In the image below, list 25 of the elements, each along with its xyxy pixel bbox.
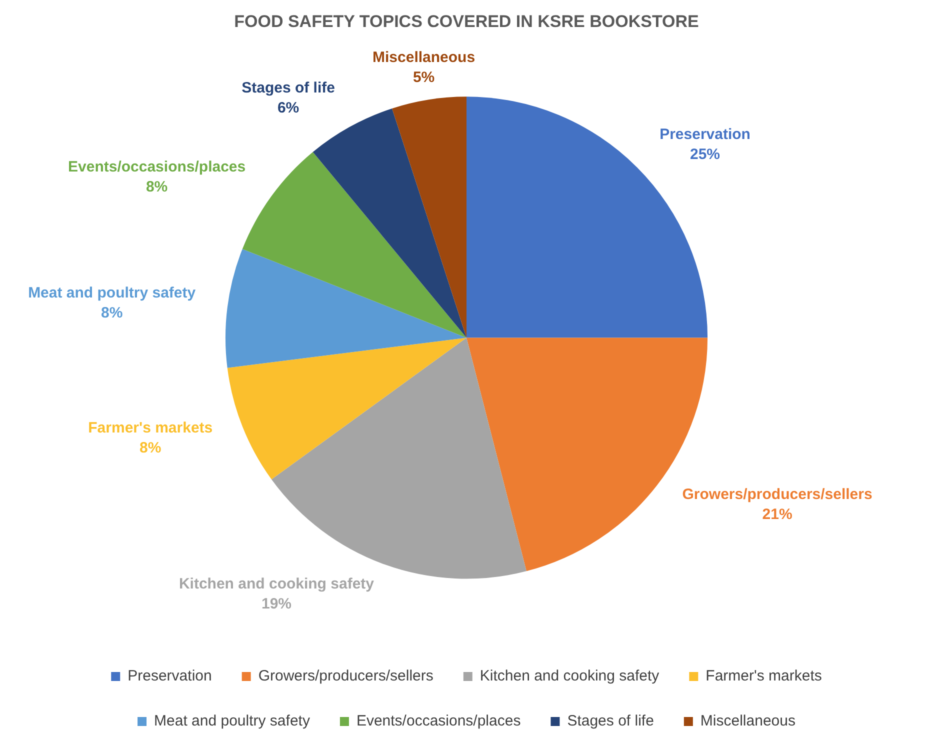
data-label: 8% bbox=[146, 178, 168, 196]
legend-label: Events/occasions/places bbox=[356, 712, 521, 730]
legend-label: Preservation bbox=[128, 668, 212, 685]
data-label: 6% bbox=[277, 100, 300, 117]
data-label: 25% bbox=[690, 146, 720, 163]
slice-label: Events/occasions/places bbox=[68, 158, 246, 176]
slice-label: Meat and poultry safety bbox=[28, 284, 196, 302]
legend-label: Miscellaneous bbox=[700, 712, 796, 730]
slice-label: Preservation bbox=[660, 126, 750, 143]
slice-label: Farmer's markets bbox=[88, 419, 213, 436]
legend-label: Meat and poultry safety bbox=[154, 712, 310, 730]
legend-label: Growers/producers/sellers bbox=[258, 668, 434, 685]
chart-title: FOOD SAFETY TOPICS COVERED IN KSRE BOOKSTORE bbox=[234, 12, 699, 31]
data-label: 5% bbox=[412, 69, 435, 86]
slice-label: Miscellaneous bbox=[372, 49, 476, 66]
data-label: 8% bbox=[140, 439, 162, 456]
legend-label: Stages of life bbox=[567, 712, 654, 730]
slice-label: Growers/producers/sellers bbox=[682, 486, 872, 504]
data-label: 19% bbox=[261, 596, 292, 613]
legend-label: Kitchen and cooking safety bbox=[480, 668, 660, 685]
slice-label: Stages of life bbox=[242, 80, 335, 97]
slice-label: Kitchen and cooking safety bbox=[178, 576, 375, 593]
data-label: 21% bbox=[762, 506, 792, 524]
data-label: 8% bbox=[101, 304, 123, 322]
legend-label: Farmer's markets bbox=[706, 668, 822, 685]
